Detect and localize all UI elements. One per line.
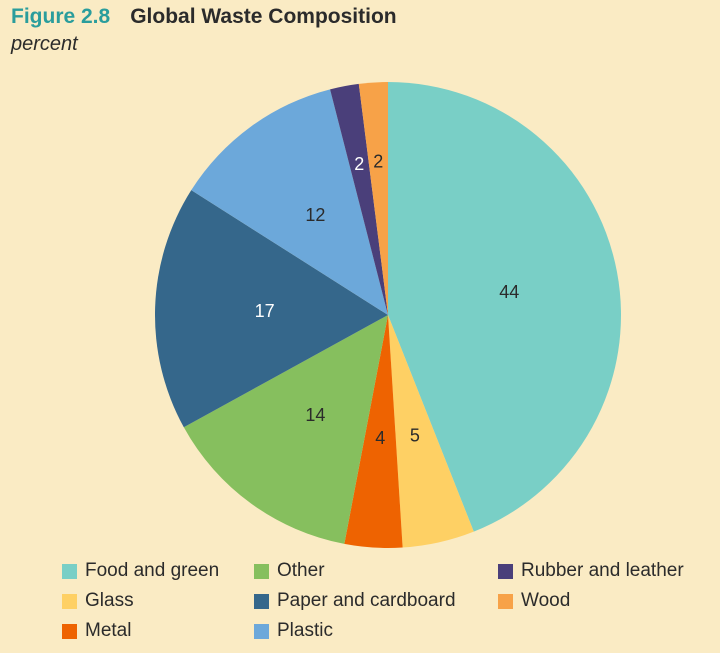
legend-item: Rubber and leather xyxy=(498,560,684,582)
legend-item: Other xyxy=(254,560,325,582)
pie-slice-other xyxy=(183,315,388,544)
pie-slice-glass xyxy=(388,315,474,548)
legend-swatch xyxy=(254,593,269,609)
chart-subtitle: percent xyxy=(11,33,78,55)
slice-value-label: 17 xyxy=(255,301,275,321)
chart-header: Figure 2.8 Global Waste Composition xyxy=(11,5,397,29)
legend-label: Other xyxy=(277,560,325,581)
slice-value-label: 12 xyxy=(305,205,325,225)
legend-item: Plastic xyxy=(254,620,333,642)
slice-value-label: 44 xyxy=(499,282,519,302)
legend-swatch xyxy=(254,563,269,579)
legend-label: Paper and cardboard xyxy=(277,590,456,611)
legend-item: Paper and cardboard xyxy=(254,590,456,612)
slice-value-label: 2 xyxy=(354,154,364,174)
legend-item: Food and green xyxy=(62,560,219,582)
legend-label: Plastic xyxy=(277,620,333,641)
legend-swatch xyxy=(62,623,77,639)
pie-slice-wood xyxy=(358,82,388,315)
legend-swatch xyxy=(62,593,77,609)
legend: Food and green Glass Metal Other Paper and c… xyxy=(62,560,720,650)
legend-label: Rubber and leather xyxy=(521,560,684,581)
legend-label: Glass xyxy=(85,590,134,611)
legend-swatch xyxy=(254,623,269,639)
legend-item: Wood xyxy=(498,590,570,612)
slice-value-label: 14 xyxy=(305,405,325,425)
pie-slice-paper-and-cardboard xyxy=(154,190,388,428)
pie-slice-metal xyxy=(344,315,403,548)
slice-value-label: 2 xyxy=(373,152,383,172)
figure-number: Figure 2.8 xyxy=(11,5,111,28)
slice-value-label: 5 xyxy=(410,426,420,446)
pie-slice-plastic xyxy=(191,89,388,315)
legend-label: Wood xyxy=(521,590,571,611)
legend-swatch xyxy=(498,563,513,579)
legend-item: Glass xyxy=(62,590,134,612)
chart-title: Global Waste Composition xyxy=(130,5,397,28)
pie-chart: 44 5 4 14 17 12 2 2 xyxy=(154,82,622,548)
pie-slice-rubber-and-leather xyxy=(330,83,388,315)
pie-slice-food-and-green xyxy=(388,82,622,532)
legend-item: Metal xyxy=(62,620,131,642)
legend-label: Metal xyxy=(85,620,132,641)
slice-value-label: 4 xyxy=(375,428,385,448)
legend-swatch xyxy=(62,563,77,579)
legend-swatch xyxy=(498,593,513,609)
legend-label: Food and green xyxy=(85,560,220,581)
